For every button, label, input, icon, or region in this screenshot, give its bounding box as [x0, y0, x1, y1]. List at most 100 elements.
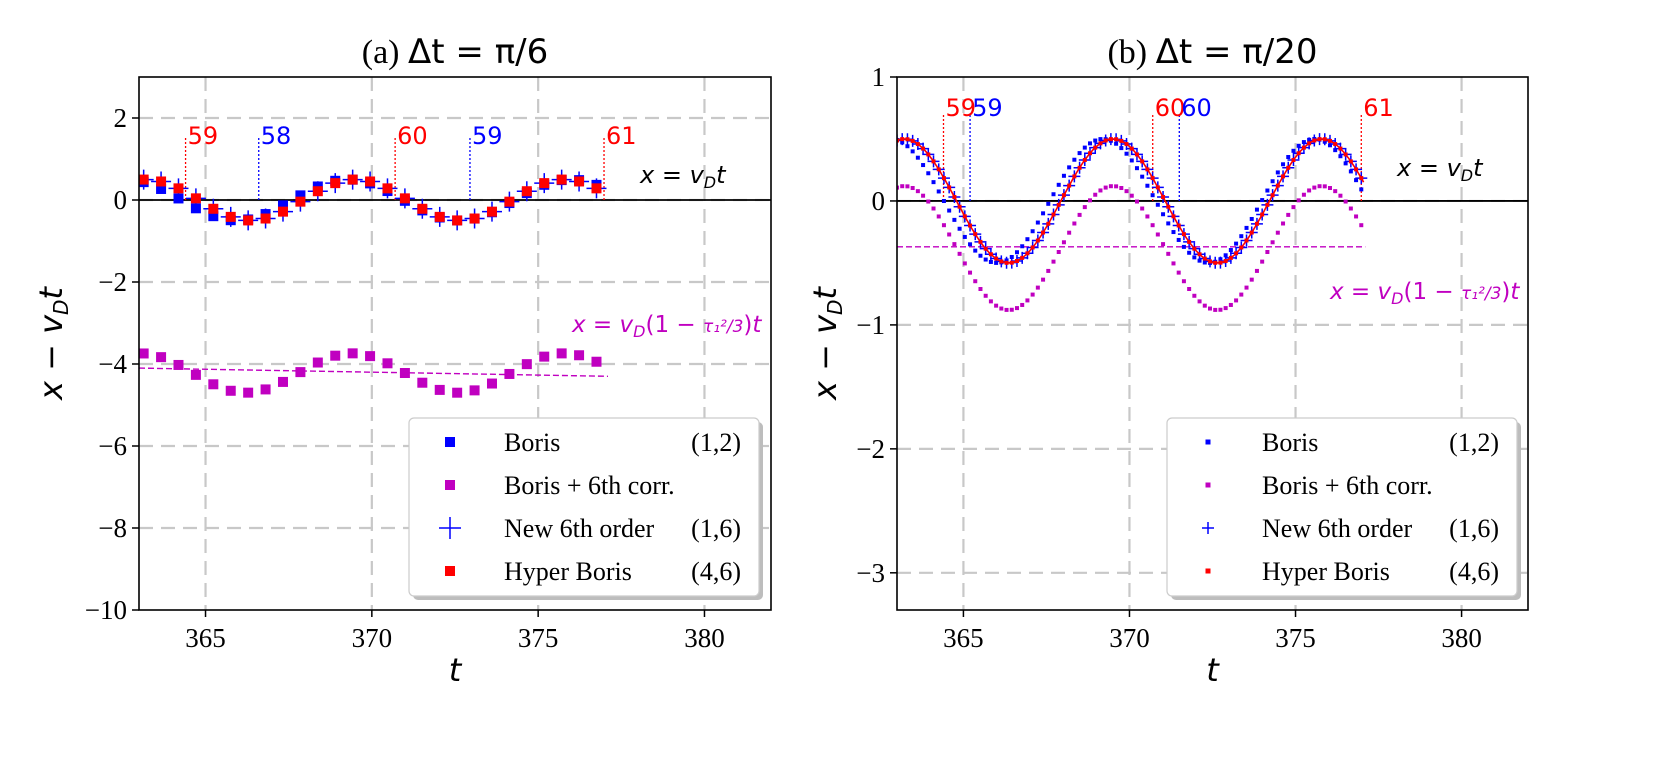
data-point [1307, 188, 1312, 193]
data-point [1155, 232, 1160, 237]
data-point [1004, 307, 1009, 312]
data-point [1077, 212, 1082, 217]
data-point [173, 183, 184, 194]
data-point [1072, 157, 1077, 162]
data-point [983, 293, 988, 298]
series-line-hyper-boris [897, 138, 1365, 264]
x-tick-label: 370 [1109, 623, 1150, 653]
data-point [1327, 186, 1332, 191]
data-point [1202, 303, 1207, 308]
legend-box [408, 417, 760, 597]
data-point [905, 144, 910, 149]
data-point [574, 176, 585, 187]
legend-order: (1,2) [1449, 428, 1499, 457]
data-point [1150, 223, 1155, 228]
data-point [1333, 189, 1338, 194]
data-point [1275, 230, 1280, 235]
data-point [1134, 199, 1139, 204]
data-point [1176, 270, 1181, 275]
data-point [243, 215, 254, 226]
legend-label: Boris [1262, 428, 1318, 457]
data-point [968, 242, 973, 247]
data-point [1067, 165, 1072, 170]
data-point [1088, 198, 1093, 203]
data-point [931, 206, 936, 211]
data-point [1082, 145, 1087, 150]
data-point [1270, 240, 1275, 245]
chart-title: (a) Δt = π/6 [362, 32, 549, 72]
legend: Boris (1,2) Boris + 6th corr. New 6th order… [1166, 417, 1521, 600]
data-point [1150, 193, 1155, 198]
data-point [1354, 214, 1359, 219]
label-corrected: x = vD(1 − τ₁²/3)t [1329, 279, 1520, 308]
y-tick-label: 2 [114, 103, 128, 133]
legend-marker [445, 566, 455, 576]
data-point [1046, 201, 1051, 206]
data-point [1072, 221, 1077, 226]
y-axis-label: x − vDt [806, 286, 847, 401]
data-point [1014, 250, 1019, 255]
x-tick-label: 375 [518, 623, 559, 653]
data-point [1265, 188, 1270, 193]
data-point [1161, 242, 1166, 247]
data-point [1192, 293, 1197, 298]
data-point [347, 174, 358, 185]
data-point [1354, 178, 1359, 183]
period-marker-label: 59 [188, 122, 219, 150]
label-vdt: x = vDt [639, 161, 727, 192]
series-boris-6th-corr- [139, 348, 602, 398]
period-marker-label: 59 [972, 94, 1003, 122]
data-point [1234, 241, 1239, 246]
data-point [556, 348, 567, 359]
data-point [1348, 169, 1353, 174]
data-point [1197, 299, 1202, 304]
data-point [1260, 198, 1265, 203]
data-point [1145, 214, 1150, 219]
legend-marker [445, 480, 455, 490]
data-point [941, 223, 946, 228]
data-point [486, 206, 497, 217]
x-tick-label: 375 [1275, 623, 1316, 653]
data-point [243, 387, 254, 398]
data-point [365, 176, 376, 187]
data-point [905, 184, 910, 189]
x-axis-label: t [1206, 651, 1220, 689]
data-point [910, 149, 915, 154]
data-point [1228, 248, 1233, 253]
data-point [900, 184, 905, 189]
data-point [1041, 211, 1046, 216]
data-point [1020, 244, 1025, 249]
data-point [1046, 268, 1051, 273]
data-point [1155, 202, 1160, 207]
data-point [1228, 302, 1233, 307]
data-point [1020, 302, 1025, 307]
data-point [399, 368, 410, 379]
data-point [156, 176, 167, 187]
y-tick-label: −3 [856, 558, 885, 588]
data-point [556, 174, 567, 185]
data-point [1181, 244, 1186, 249]
data-point [1249, 277, 1254, 282]
data-point [1041, 277, 1046, 282]
data-point [504, 368, 515, 379]
data-point [591, 183, 602, 194]
data-point [1333, 148, 1338, 153]
data-point [999, 306, 1004, 311]
data-point [1025, 298, 1030, 303]
data-point [173, 359, 184, 370]
legend-order: (4,6) [1449, 557, 1499, 586]
data-point [1213, 307, 1218, 312]
data-point [1119, 186, 1124, 191]
legend-label: New 6th order [1262, 514, 1413, 543]
data-point [521, 186, 532, 197]
data-point [973, 279, 978, 284]
y-tick-label: 1 [872, 62, 886, 92]
y-tick-label: −10 [85, 595, 127, 625]
data-point [952, 242, 957, 247]
data-point [139, 348, 149, 359]
data-point [952, 217, 957, 222]
period-marker-label: 61 [1363, 94, 1394, 122]
data-point [1061, 173, 1066, 178]
y-tick-label: −6 [98, 431, 127, 461]
